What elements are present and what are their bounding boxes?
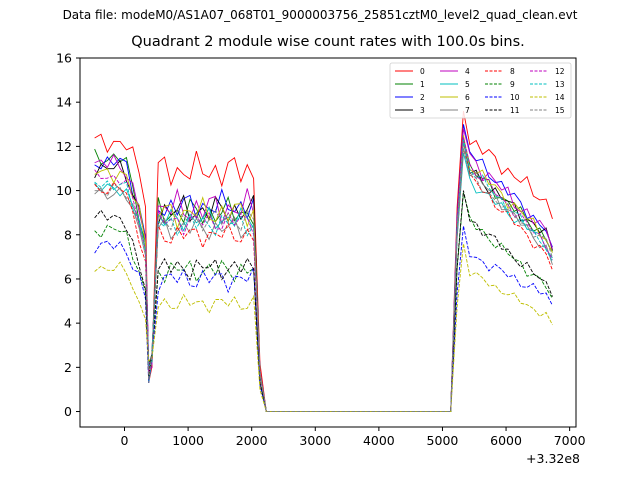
y-tick-label: 8 [64,227,72,242]
legend-label-15: 15 [555,106,565,115]
legend-label-9: 9 [510,80,515,89]
legend-label-6: 6 [465,93,470,102]
legend-label-14: 14 [555,93,565,102]
x-tick-label: 1000 [172,433,204,448]
series-line-11 [94,190,553,412]
y-tick-label: 2 [64,360,72,375]
y-tick-label: 16 [56,51,72,66]
legend-label-5: 5 [465,80,470,89]
legend-label-2: 2 [420,93,425,102]
legend-label-3: 3 [420,106,425,115]
legend-label-10: 10 [510,93,520,102]
y-tick-label: 14 [56,95,72,110]
x-axis-offset-label: +3.32e8 [526,451,580,466]
legend-label-11: 11 [510,106,520,115]
y-tick-label: 0 [64,404,72,419]
y-tick-label: 6 [64,271,72,286]
legend-box [389,62,572,119]
y-tick-label: 10 [56,183,72,198]
y-tick-label: 12 [56,139,72,154]
legend-label-8: 8 [510,67,515,76]
x-tick-label: 7000 [554,433,586,448]
legend-label-1: 1 [420,80,425,89]
legend-label-13: 13 [555,80,565,89]
x-tick-label: 0 [121,433,129,448]
x-tick-label: 4000 [363,433,395,448]
x-tick-label: 5000 [427,433,459,448]
axes-frame [79,57,577,428]
legend-label-7: 7 [465,106,470,115]
series-line-14 [94,243,553,412]
series-line-8 [94,148,553,412]
x-tick-label: 6000 [490,433,522,448]
legend-label-4: 4 [465,67,470,76]
y-tick-label: 4 [64,316,72,331]
series-line-15 [94,148,553,412]
legend-label-12: 12 [555,67,565,76]
chart-title: Quadrant 2 module wise count rates with … [131,34,525,50]
x-tick-label: 3000 [299,433,331,448]
figure-suptitle: Data file: modeM0/AS1A07_068T01_90000037… [62,8,578,22]
x-tick-label: 2000 [236,433,268,448]
axes: 0 1000 2000 3000 4000 5000 6000 700002468101214… [56,51,585,449]
legend-label-0: 0 [420,67,425,76]
plot-area [94,110,553,412]
